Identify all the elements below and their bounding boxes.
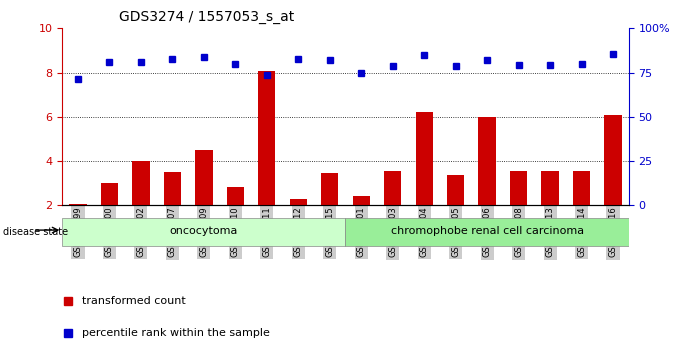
Bar bbox=[290, 199, 307, 205]
Bar bbox=[101, 183, 118, 205]
Text: transformed count: transformed count bbox=[82, 296, 186, 306]
Text: percentile rank within the sample: percentile rank within the sample bbox=[82, 328, 270, 338]
Text: chromophobe renal cell carcinoma: chromophobe renal cell carcinoma bbox=[390, 226, 584, 236]
Text: GDS3274 / 1557053_s_at: GDS3274 / 1557053_s_at bbox=[119, 10, 294, 24]
Bar bbox=[195, 150, 213, 205]
Bar bbox=[384, 171, 401, 205]
Bar bbox=[227, 187, 244, 205]
Bar bbox=[542, 171, 559, 205]
Bar bbox=[69, 204, 86, 205]
Bar bbox=[132, 161, 149, 205]
FancyBboxPatch shape bbox=[346, 217, 629, 246]
Bar bbox=[164, 172, 181, 205]
FancyBboxPatch shape bbox=[62, 217, 346, 246]
Text: disease state: disease state bbox=[3, 227, 68, 237]
Bar bbox=[605, 115, 622, 205]
Bar bbox=[478, 117, 496, 205]
Bar bbox=[415, 113, 433, 205]
Bar bbox=[510, 171, 527, 205]
Text: oncocytoma: oncocytoma bbox=[170, 226, 238, 236]
Bar bbox=[573, 171, 590, 205]
Bar bbox=[321, 173, 339, 205]
Bar bbox=[352, 196, 370, 205]
Bar bbox=[258, 72, 276, 205]
Bar bbox=[447, 176, 464, 205]
